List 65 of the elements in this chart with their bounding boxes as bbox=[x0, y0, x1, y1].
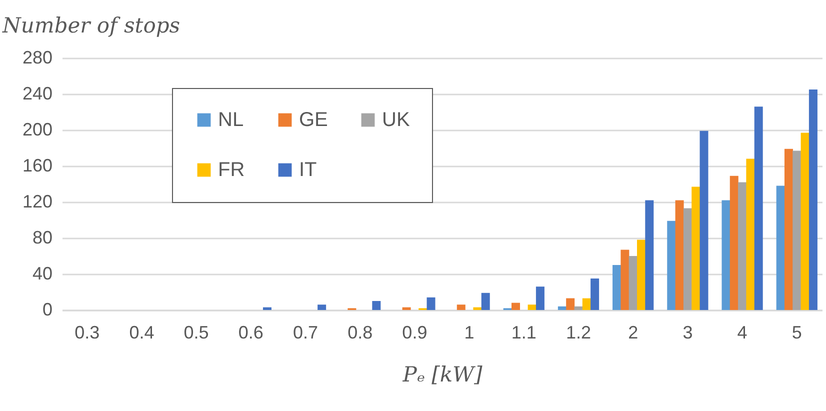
bar bbox=[792, 150, 802, 310]
bar bbox=[808, 90, 818, 310]
bar bbox=[800, 132, 810, 310]
x-tick-label: 0.8 bbox=[348, 322, 373, 342]
bar bbox=[722, 200, 730, 310]
bar bbox=[481, 292, 490, 310]
bar bbox=[730, 176, 738, 310]
bar bbox=[528, 304, 536, 310]
y-tick-label: 160 bbox=[22, 156, 52, 176]
bar bbox=[776, 186, 785, 310]
bar bbox=[262, 307, 272, 310]
bar bbox=[566, 298, 575, 310]
bar bbox=[612, 265, 622, 310]
bar bbox=[582, 298, 591, 310]
bar bbox=[738, 182, 747, 310]
y-tick-label: 40 bbox=[32, 264, 52, 284]
bar bbox=[536, 286, 544, 310]
bar bbox=[645, 200, 654, 310]
x-tick-label: 0.3 bbox=[74, 322, 100, 342]
bar bbox=[675, 200, 684, 310]
bar bbox=[746, 158, 755, 310]
bar bbox=[318, 304, 326, 310]
x-tick-label: 3 bbox=[682, 322, 693, 342]
bar bbox=[473, 307, 482, 310]
y-tick-label: 0 bbox=[42, 300, 52, 320]
bar bbox=[372, 301, 381, 310]
x-tick-label: 2 bbox=[628, 322, 638, 342]
x-tick-label: 0.5 bbox=[184, 322, 209, 342]
x-tick-label: 5 bbox=[792, 322, 802, 342]
bar bbox=[558, 306, 566, 310]
x-tick-label: 1.1 bbox=[511, 322, 536, 342]
bar bbox=[692, 186, 700, 310]
bar bbox=[620, 250, 630, 310]
bar bbox=[574, 306, 583, 310]
bar bbox=[590, 278, 600, 310]
x-tick-label: 0.7 bbox=[292, 322, 318, 342]
y-axis-title: Number of stops bbox=[2, 14, 180, 38]
x-tick-label: 1.2 bbox=[566, 322, 592, 342]
bar bbox=[784, 148, 793, 310]
y-tick-label: 120 bbox=[22, 192, 52, 212]
bar bbox=[683, 208, 692, 310]
x-tick-label: 4 bbox=[737, 322, 748, 342]
y-tick-label: 280 bbox=[22, 48, 52, 68]
y-tick-label: 200 bbox=[22, 120, 52, 140]
legend-label: NL bbox=[218, 109, 244, 131]
x-tick-label: 1 bbox=[464, 322, 474, 342]
legend-label: UK bbox=[382, 109, 410, 131]
x-axis-title: Pₑ [kW] bbox=[402, 362, 484, 386]
bar bbox=[637, 240, 646, 310]
bar bbox=[426, 297, 436, 310]
y-tick-label: 80 bbox=[32, 228, 52, 248]
bar bbox=[754, 106, 763, 310]
legend-label: IT bbox=[299, 159, 317, 181]
bar bbox=[511, 302, 520, 310]
x-tick-label: 0.4 bbox=[129, 322, 154, 342]
bar bbox=[628, 256, 638, 310]
legend-label: FR bbox=[218, 159, 245, 181]
legend-label: GE bbox=[299, 109, 328, 131]
y-tick-label: 240 bbox=[22, 84, 52, 104]
bar bbox=[700, 130, 708, 310]
bar bbox=[667, 220, 676, 310]
x-tick-label: 0.9 bbox=[402, 322, 428, 342]
bar bbox=[456, 304, 466, 310]
x-tick-label: 0.6 bbox=[238, 322, 264, 342]
bar bbox=[402, 307, 411, 310]
